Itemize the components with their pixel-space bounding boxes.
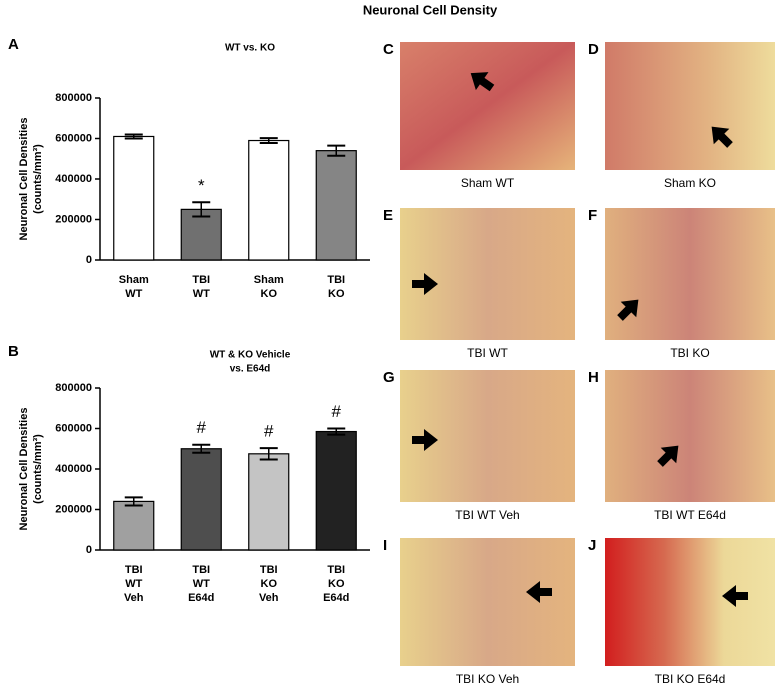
panel-caption: Sham KO — [664, 176, 716, 190]
bar — [113, 500, 155, 551]
bar — [113, 135, 155, 261]
bar — [248, 453, 290, 551]
panel-caption: TBI KO E64d — [655, 672, 726, 686]
x-tick-label: E64d — [323, 592, 349, 604]
y-tick-label: 200000 — [55, 503, 92, 515]
x-tick-label: KO — [261, 578, 278, 590]
x-tick-label: E64d — [188, 592, 214, 604]
panel-label: I — [383, 537, 387, 554]
panel-caption: TBI KO Veh — [456, 672, 519, 686]
significance-marker: # — [264, 422, 274, 441]
panel-label: E — [383, 207, 393, 224]
y-tick-label: 400000 — [55, 463, 92, 475]
y-tick-label: 600000 — [55, 132, 92, 144]
panel-label: F — [588, 207, 597, 224]
arrow — [617, 299, 639, 321]
y-tick-label: 200000 — [55, 213, 92, 225]
panel-caption: TBI WT — [467, 346, 508, 360]
significance-marker: # — [332, 402, 342, 421]
y-tick-label: 400000 — [55, 173, 92, 185]
arrow — [657, 445, 679, 467]
arrow — [412, 429, 438, 451]
y-tick-label: 0 — [86, 544, 92, 556]
micrograph — [400, 208, 575, 340]
x-tick-label: TBI — [327, 564, 345, 576]
x-tick-label: Veh — [124, 592, 144, 604]
x-tick-label: KO — [328, 578, 345, 590]
x-tick-label: WT — [125, 288, 142, 300]
x-tick-label: KO — [261, 288, 278, 300]
y-tick-label: 0 — [86, 254, 92, 266]
significance-marker: * — [198, 176, 205, 195]
arrow — [711, 126, 733, 148]
panel-caption: TBI WT Veh — [455, 508, 519, 522]
y-tick-label: 600000 — [55, 422, 92, 434]
arrow — [722, 585, 748, 607]
y-axis-label: (counts/mm³) — [32, 144, 44, 214]
y-axis-label: (counts/mm³) — [32, 434, 44, 504]
x-tick-label: WT — [193, 578, 210, 590]
x-tick-label: TBI — [260, 564, 278, 576]
panel-label: G — [383, 369, 395, 386]
x-tick-label: Sham — [254, 274, 284, 286]
bar — [315, 150, 357, 261]
x-tick-label: TBI — [327, 274, 345, 286]
micrograph — [605, 370, 775, 502]
x-tick-label: Veh — [259, 592, 279, 604]
y-axis-label: Neuronal Cell Densities — [18, 118, 30, 241]
x-tick-label: WT — [125, 578, 142, 590]
panel-caption: Sham WT — [461, 176, 515, 190]
y-tick-label: 800000 — [55, 382, 92, 394]
y-axis-label: Neuronal Cell Densities — [18, 408, 30, 531]
x-tick-label: TBI — [125, 564, 143, 576]
panel-label: J — [588, 537, 596, 554]
panel-label: D — [588, 41, 599, 58]
panel-caption: TBI WT E64d — [654, 508, 726, 522]
x-tick-label: Sham — [119, 274, 149, 286]
x-tick-label: KO — [328, 288, 345, 300]
panel-label: H — [588, 369, 599, 386]
panel-caption: TBI KO — [670, 346, 709, 360]
x-tick-label: TBI — [192, 274, 210, 286]
chart-title: WT & KO Vehicle — [210, 350, 291, 361]
figure-title: Neuronal Cell Density — [363, 2, 498, 17]
x-tick-label: WT — [193, 288, 210, 300]
panel-label: B — [8, 343, 19, 360]
arrow — [412, 273, 438, 295]
arrow — [470, 72, 495, 92]
micrograph — [605, 42, 775, 170]
chart-title: WT vs. KO — [225, 43, 275, 54]
micrograph — [400, 42, 575, 170]
bar — [180, 448, 222, 551]
micrograph — [400, 538, 575, 666]
micrograph — [605, 538, 775, 666]
significance-marker: # — [197, 418, 207, 437]
arrow — [526, 581, 552, 603]
panel-label: C — [383, 41, 394, 58]
panel-label: A — [8, 36, 19, 53]
chart-title: vs. E64d — [230, 364, 271, 375]
bar — [315, 430, 357, 551]
y-tick-label: 800000 — [55, 92, 92, 104]
micrograph — [605, 208, 775, 340]
x-tick-label: TBI — [192, 564, 210, 576]
bar — [248, 139, 290, 261]
